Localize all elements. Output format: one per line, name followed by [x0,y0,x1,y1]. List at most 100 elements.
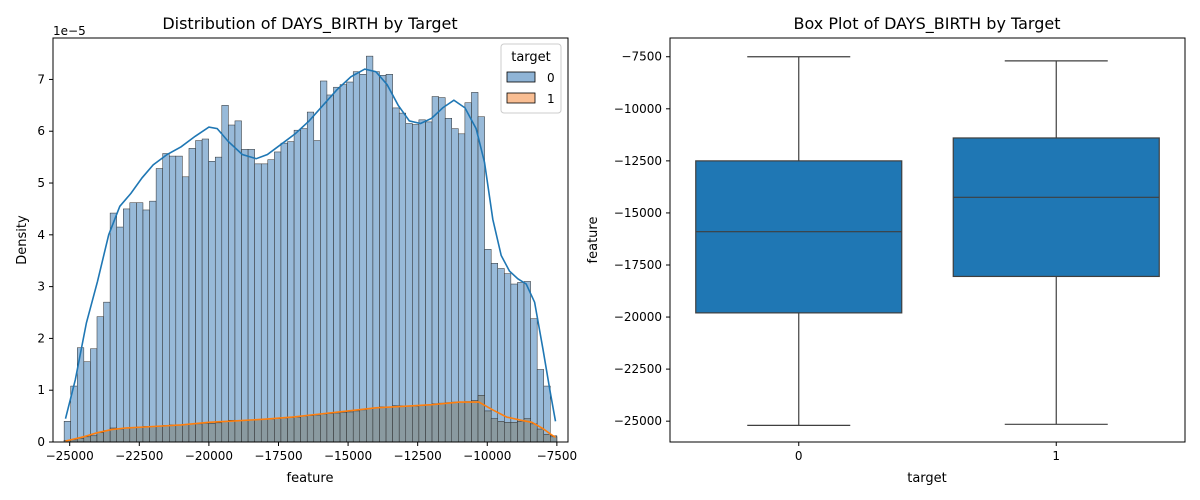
histogram-bar-series-0 [260,163,269,443]
histogram-bar-series-0 [228,124,236,443]
y-axis-label: Density [15,215,30,265]
histogram-bar-overlap [536,428,544,443]
histogram-bar-overlap [405,406,413,443]
histogram-bar-series-0 [287,141,295,443]
histogram-bar-overlap [274,418,282,443]
histogram-bar-overlap [510,422,518,443]
histogram-bar-series-0 [398,112,407,443]
histogram-bar-series-0 [366,55,374,443]
histogram-bar-overlap [543,433,551,443]
y-axis-ticks: 0 1 2 3 4 5 6 7 [37,72,53,449]
histogram-bar-overlap [306,415,315,443]
x-tick-label: 0 [795,449,803,463]
x-tick-label: −20000 [185,449,233,463]
histogram-bar-series-0 [162,153,170,443]
histogram-bar-series-0 [379,75,387,443]
legend-title: target [511,50,551,65]
histogram-bar-series-0 [129,202,137,443]
y-tick-label: 2 [37,331,45,345]
histogram-bar-series-0 [359,74,367,443]
histogram-bar-overlap [497,421,505,443]
histogram-bar-overlap [359,409,367,443]
histogram-bar-series-0 [142,209,150,443]
y-scale-label: 1e−5 [53,24,86,38]
y-tick-label: −22500 [614,362,662,376]
histogram-bar-series-0 [320,80,328,443]
histogram-bar-series-0 [451,128,459,443]
histogram-bar-series-0 [477,116,485,443]
histogram-bar-overlap [103,430,111,443]
histogram-bar-overlap [379,406,387,443]
histogram-bar-overlap [136,426,144,443]
x-tick-label: −25000 [46,449,94,463]
histogram-bar-overlap [398,405,407,443]
histogram-bar-series-0 [418,119,426,443]
histogram-bar-series-0 [431,96,439,443]
legend-swatch-0 [506,71,536,83]
histogram-bar-overlap [418,405,426,443]
histogram-bar-overlap [155,425,163,443]
x-tick-label: 1 [1052,449,1060,463]
histogram-bar-overlap [444,402,452,443]
histogram-bar-series-0 [155,168,163,443]
histogram-bar-overlap [372,407,380,443]
histogram-bar-overlap [287,417,295,443]
histogram-bar-series-0 [267,159,275,443]
x-tick-label: −15000 [324,449,372,463]
histogram-bar-overlap [352,410,361,443]
histogram-bar-overlap [517,421,525,443]
histogram-bar-series-0 [438,97,446,443]
histogram-bar-series-0 [313,140,321,443]
histogram-bar-overlap [77,438,85,443]
y-tick-label: −15000 [614,206,662,220]
histogram-bar-overlap [438,402,446,443]
histogram-bar-series-0 [221,105,229,443]
histogram-bar-series-0 [392,107,400,443]
legend-label-0: 0 [547,71,555,85]
histogram-bar-series-0 [83,361,91,443]
histogram-bar-overlap [260,418,269,443]
histogram-bar-overlap [241,419,249,443]
histogram-bar-overlap [425,404,433,443]
histogram-bar-overlap [169,424,177,443]
histogram-bar-overlap [195,423,203,443]
legend: target 0 1 [500,43,562,114]
histogram-bar-overlap [431,403,439,443]
histogram-bar-overlap [484,410,492,443]
histogram-bar-series-0 [517,282,525,443]
histogram-bar-series-0 [103,301,111,443]
plot-frame [52,37,569,443]
histogram-bar-overlap [293,416,301,443]
histogram-bar-overlap [129,427,137,443]
histogram-bar-series-0 [195,140,203,443]
histogram-bar-overlap [550,436,558,443]
histogram-bar-overlap [313,414,321,443]
histogram-bar-series-0 [405,123,413,443]
kde-line-series-0 [64,68,557,422]
histogram-bar-overlap [385,406,393,443]
histogram-bar-overlap [182,424,190,443]
x-tick-label: −22500 [115,449,163,463]
histogram-bar-series-0 [464,102,472,443]
histogram-bar-overlap [366,408,374,443]
x-axis-ticks: −25000 −22500 −20000 −17500 −15000 −12500 −100… [46,442,577,463]
histogram-bar-series-0 [280,142,288,443]
plot-frame [669,37,1186,443]
histogram-bar-overlap [339,412,347,443]
y-tick-label: 0 [37,435,45,449]
y-tick-label: 7 [37,72,45,86]
histogram-bar-overlap [214,422,223,443]
histogram-bar-series-0 [169,155,177,443]
histogram-bar-series-0 [254,163,262,443]
histogram-bar-overlap [392,405,400,443]
histogram-bar-overlap [471,400,479,443]
histogram-bar-series-0 [425,121,433,443]
histogram-bar-series-0 [412,124,420,443]
y-tick-label: 3 [37,280,45,294]
histogram-bar-series-0 [385,74,393,443]
histogram-bar-overlap [346,411,354,443]
boxplot-title: Box Plot of DAYS_BIRTH by Target [794,14,1061,34]
y-tick-label: 5 [37,176,45,190]
histogram-bar-series-0 [458,133,466,443]
histogram-bar-overlap [234,419,242,443]
